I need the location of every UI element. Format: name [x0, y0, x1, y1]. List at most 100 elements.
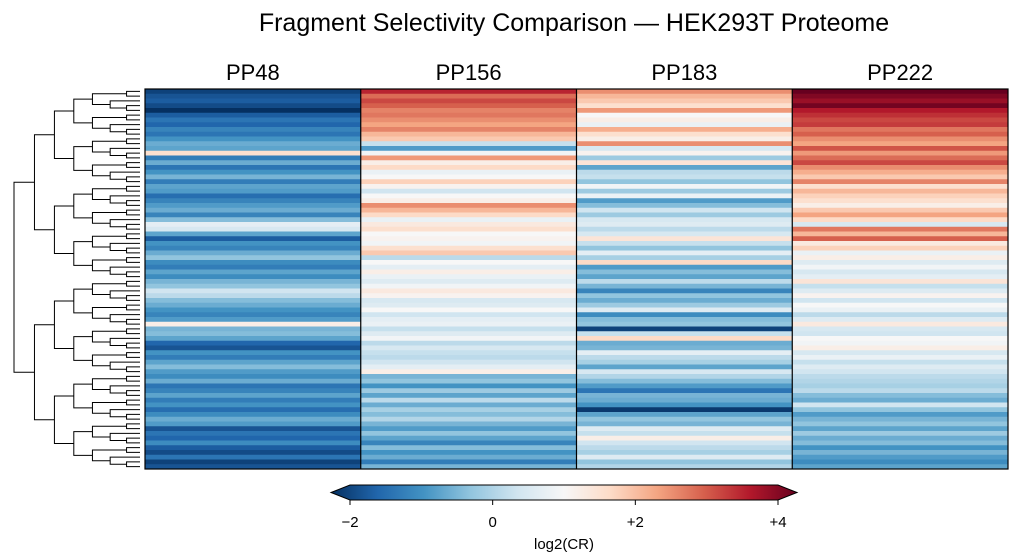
heatmap-cell	[145, 431, 362, 437]
heatmap-cell	[792, 174, 1009, 180]
heatmap-cell	[792, 402, 1009, 408]
heatmap-cell	[360, 307, 577, 313]
heatmap-cell	[360, 217, 577, 223]
heatmap-cell	[145, 412, 362, 418]
dendrogram-branch	[126, 114, 140, 121]
heatmap-cell	[792, 412, 1009, 418]
dendrogram-branch	[126, 209, 140, 216]
heatmap-cell	[792, 193, 1009, 199]
heatmap-cell	[145, 450, 362, 456]
heatmap-cell	[576, 317, 793, 323]
heatmap-cell	[360, 108, 577, 114]
heatmap-cell	[360, 245, 577, 251]
heatmap-cell	[792, 89, 1009, 95]
heatmap-cell	[360, 283, 577, 289]
column-label: PP156	[436, 60, 502, 85]
heatmap-cell	[360, 407, 577, 413]
heatmap-cell	[360, 150, 577, 156]
dendrogram-branch	[109, 219, 140, 228]
dendrogram-branch	[109, 432, 140, 441]
heatmap-cell	[145, 459, 362, 465]
heatmap-cell	[145, 112, 362, 118]
heatmap-cell	[360, 298, 577, 304]
heatmap-cell	[576, 260, 793, 266]
heatmap-cell	[576, 450, 793, 456]
heatmap-cell	[576, 236, 793, 242]
heatmap-cell	[360, 336, 577, 342]
heatmap-cell	[576, 193, 793, 199]
heatmap-cell	[576, 269, 793, 275]
dendrogram-branch	[73, 98, 93, 124]
heatmap-cell	[360, 146, 577, 152]
colorbar-bar	[329, 484, 799, 501]
heatmap-cell	[360, 98, 577, 104]
heatmap-cell	[792, 103, 1009, 109]
heatmap-cell	[145, 117, 362, 123]
dendrogram-branch	[73, 193, 93, 219]
heatmap-cell	[360, 188, 577, 194]
heatmap-cell	[792, 298, 1009, 304]
heatmap-cell	[576, 184, 793, 190]
heatmap-cell	[792, 131, 1009, 137]
dendrogram-branch	[126, 366, 140, 373]
dendrogram-branch	[73, 336, 93, 361]
heatmap-cell	[145, 141, 362, 147]
heatmap-cell	[360, 440, 577, 446]
heatmap-cell	[792, 440, 1009, 446]
heatmap-cell	[145, 174, 362, 180]
heatmap-cell	[360, 207, 577, 213]
heatmap-cell	[360, 222, 577, 228]
heatmap-cell	[360, 160, 577, 166]
heatmap-cell	[360, 203, 577, 209]
heatmap-cell	[792, 122, 1009, 128]
heatmap-cell	[145, 421, 362, 427]
heatmap-cell	[576, 165, 793, 171]
heatmap-cell	[792, 165, 1009, 171]
heatmap-cell	[360, 250, 577, 256]
heatmap-cell	[576, 146, 793, 152]
dendrogram-branch	[126, 304, 140, 311]
heatmap-cell	[792, 203, 1009, 209]
heatmap-cell	[360, 236, 577, 242]
heatmap-cell	[576, 127, 793, 133]
heatmap-cell	[792, 359, 1009, 365]
dendrogram-branch	[73, 431, 93, 456]
dendrogram-branch	[109, 266, 140, 275]
heatmap-cell	[145, 402, 362, 408]
dendrogram-branch	[126, 105, 140, 111]
heatmap-cell	[145, 345, 362, 351]
heatmap-cell	[360, 326, 577, 332]
heatmap-cell	[145, 184, 362, 190]
heatmap-cell	[576, 122, 793, 128]
dendrogram-branch	[91, 93, 127, 105]
heatmap-cell	[360, 169, 577, 175]
heatmap-cell	[792, 340, 1009, 346]
heatmap-cell	[360, 312, 577, 318]
heatmap-cell	[576, 136, 793, 142]
heatmap-cell	[360, 127, 577, 133]
heatmap-cell	[792, 112, 1009, 118]
heatmap-cell	[792, 421, 1009, 427]
column-dividers	[144, 88, 1009, 470]
heatmap-cell	[792, 279, 1009, 285]
colorbar-ticks: −2 0 +2 +4	[341, 500, 787, 531]
heatmap-cell	[792, 345, 1009, 351]
heatmap-cell	[792, 336, 1009, 342]
heatmap-cell	[792, 393, 1009, 399]
heatmap-cell	[145, 340, 362, 346]
dendrogram-branch	[91, 259, 127, 272]
heatmap-cell	[576, 117, 793, 123]
heatmap-cell	[576, 340, 793, 346]
heatmap-cell	[792, 445, 1009, 451]
heatmap-cell	[792, 212, 1009, 218]
heatmap-cell	[792, 416, 1009, 422]
dendrogram-branch	[109, 290, 140, 299]
heatmap-cell	[792, 117, 1009, 123]
heatmap-cell	[576, 212, 793, 218]
heatmap-cell	[792, 264, 1009, 270]
column-label: PP183	[651, 60, 717, 85]
heatmap-cell	[145, 445, 362, 451]
dendrogram-branch	[126, 413, 140, 420]
heatmap-cell	[360, 136, 577, 142]
heatmap-cell	[576, 412, 793, 418]
